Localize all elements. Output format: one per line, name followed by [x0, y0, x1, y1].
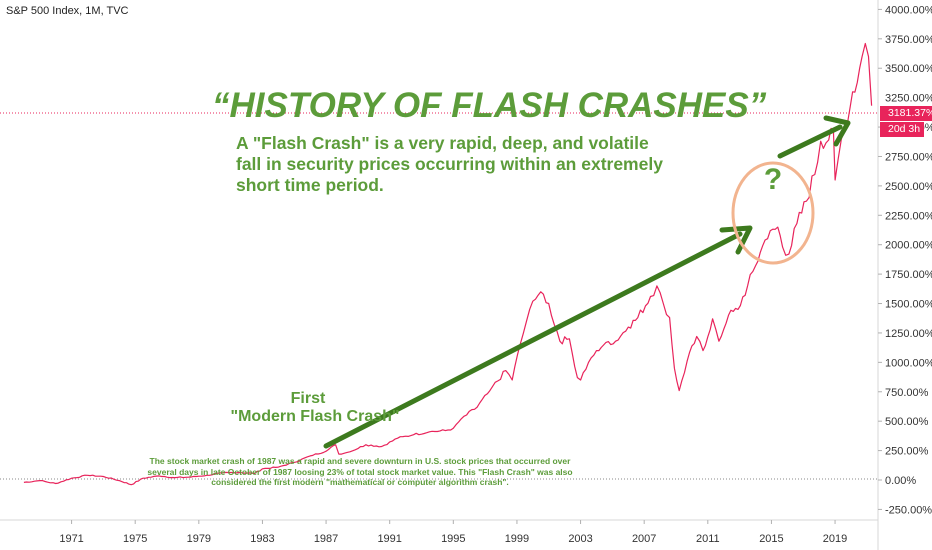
recent-arrowhead	[823, 115, 851, 147]
x-tick-label: 1971	[59, 533, 83, 545]
crash-1987-footnote: The stock market crash of 1987 was a rap…	[147, 456, 573, 487]
x-tick-label: 1995	[441, 533, 465, 545]
long-uptrend-arrow	[323, 231, 743, 449]
x-tick-label: 2011	[696, 533, 720, 545]
y-tick-label: 750.00%	[885, 387, 929, 399]
modern-flash-crash-label: "Modern Flash Crash"	[230, 408, 400, 425]
x-tick-label: 1983	[250, 533, 274, 545]
x-tick-label: 1979	[187, 533, 211, 545]
y-tick-label-partial: 3250.00%	[885, 93, 932, 105]
first-label: First	[290, 390, 326, 407]
y-tick-label: 1500.00%	[885, 299, 932, 311]
question-circle	[731, 161, 815, 265]
y-tick-label: 2500.00%	[885, 181, 932, 193]
y-tick-label: 0.00%	[885, 475, 916, 487]
y-tick-label: -250.00%	[885, 504, 932, 516]
y-tick-label: 1000.00%	[885, 357, 932, 369]
y-tick-label: 3750.00%	[885, 34, 932, 46]
x-tick-label: 2019	[823, 533, 847, 545]
y-tick-label: 1750.00%	[885, 269, 932, 281]
price-series-line	[23, 42, 873, 486]
annotation-arrows	[323, 115, 851, 449]
x-tick-label: 1987	[314, 533, 338, 545]
y-tick-label: 2250.00%	[885, 210, 932, 222]
recent-arrow	[777, 124, 843, 159]
bar-countdown-badge: 20d 3h	[880, 122, 925, 137]
y-tick-label: 1250.00%	[885, 328, 932, 340]
question-mark: ?	[763, 163, 783, 196]
y-tick-label: 3500.00%	[885, 63, 932, 75]
symbol-title: S&P 500 Index, 1M, TVC	[6, 5, 129, 17]
y-tick-label: 4000.00%	[885, 4, 932, 16]
y-tick-label: 2000.00%	[885, 240, 932, 252]
y-tick-label: 2750.00%	[885, 151, 932, 163]
flash-crash-definition: A "Flash Crash" is a very rapid, deep, a…	[236, 133, 663, 195]
x-tick-label: 1999	[505, 533, 529, 545]
x-tick-label: 2015	[759, 533, 783, 545]
y-tick-label: 250.00%	[885, 446, 929, 458]
headline: “HISTORY OF FLASH CRASHES”	[212, 86, 767, 125]
x-tick-label: 1975	[123, 533, 147, 545]
current-price-badge: 3181.37%	[880, 106, 932, 121]
x-tick-label: 2003	[568, 533, 592, 545]
y-tick-label: 500.00%	[885, 416, 929, 428]
x-tick-label: 2007	[632, 533, 656, 545]
x-tick-label: 1991	[377, 533, 401, 545]
